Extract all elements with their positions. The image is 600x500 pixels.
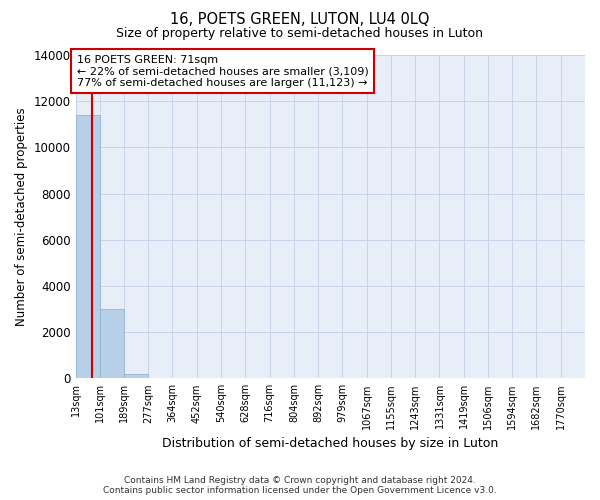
X-axis label: Distribution of semi-detached houses by size in Luton: Distribution of semi-detached houses by … [162,437,499,450]
Bar [76,115,100,378]
Text: Size of property relative to semi-detached houses in Luton: Size of property relative to semi-detach… [116,28,484,40]
Text: Contains HM Land Registry data © Crown copyright and database right 2024.
Contai: Contains HM Land Registry data © Crown c… [103,476,497,495]
Bar [100,309,124,378]
Text: 16, POETS GREEN, LUTON, LU4 0LQ: 16, POETS GREEN, LUTON, LU4 0LQ [170,12,430,28]
Bar [124,374,148,378]
Y-axis label: Number of semi-detached properties: Number of semi-detached properties [15,108,28,326]
Text: 16 POETS GREEN: 71sqm
← 22% of semi-detached houses are smaller (3,109)
77% of s: 16 POETS GREEN: 71sqm ← 22% of semi-deta… [77,54,368,88]
